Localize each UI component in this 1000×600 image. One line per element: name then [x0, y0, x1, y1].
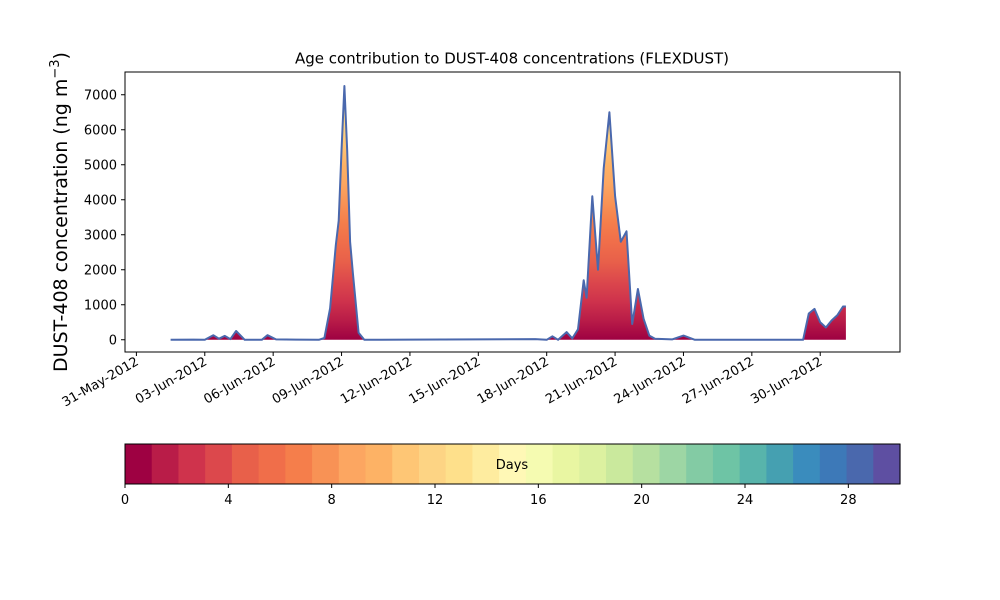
colorbar-tick-label: 0: [121, 493, 129, 508]
colorbar-tick-label: 24: [737, 493, 754, 508]
colorbar-cell: [338, 444, 367, 484]
y-axis-label: DUST-408 concentration (ng m−3): [48, 52, 72, 372]
colorbar-tick-label: 28: [840, 493, 857, 508]
colorbar-cell: [579, 444, 607, 484]
y-tick-label: 2000: [84, 263, 117, 278]
colorbar-cell: [606, 444, 634, 484]
area-layer: [170, 85, 846, 341]
colorbar-cell: [125, 444, 153, 484]
colorbar-cell: [793, 444, 821, 484]
colorbar-cell: [392, 444, 420, 484]
x-axis: 31-May-201203-Jun-201206-Jun-201209-Jun-…: [60, 352, 825, 410]
colorbar-tick-label: 4: [224, 493, 232, 508]
y-tick-label: 4000: [84, 193, 117, 208]
x-tick-label: 06-Jun-2012: [201, 354, 278, 407]
x-tick-label: 24-Jun-2012: [612, 354, 689, 407]
y-tick-label: 0: [109, 333, 117, 348]
colorbar-cell: [712, 444, 741, 484]
plot-area: 0 1000 2000 3000 4000 5000 6000 7000 31-May-201…: [60, 71, 901, 410]
colorbar-cell: [365, 444, 393, 484]
colorbar-tick-label: 12: [427, 493, 444, 508]
colorbar-cell: [766, 444, 794, 484]
colorbar-tick-label: 20: [633, 493, 650, 508]
colorbar-ticks: 0 4 8 12 16 20 24 28: [121, 484, 857, 508]
x-tick-label: 21-Jun-2012: [543, 354, 620, 407]
colorbar: Days 0 4 8 12 16 20 24 28: [121, 443, 901, 508]
colorbar-cell: [739, 444, 767, 484]
colorbar-cell: [445, 444, 474, 484]
y-tick-label: 7000: [84, 88, 117, 103]
x-tick-label: 30-Jun-2012: [748, 354, 825, 407]
colorbar-cell: [659, 444, 687, 484]
colorbar-cells: [125, 444, 901, 484]
y-axis: 0 1000 2000 3000 4000 5000 6000 7000: [84, 88, 125, 348]
colorbar-cell: [819, 444, 848, 484]
colorbar-cell: [632, 444, 661, 484]
chart-title: Age contribution to DUST-408 concentrati…: [295, 50, 729, 68]
colorbar-tick-label: 16: [530, 493, 547, 508]
colorbar-cell: [178, 444, 206, 484]
x-tick-label: 15-Jun-2012: [406, 354, 483, 407]
colorbar-frame: [124, 443, 901, 485]
colorbar-cell: [285, 444, 313, 484]
colorbar-cell: [686, 444, 714, 484]
plot-frame: [124, 71, 901, 353]
x-tick-label: 27-Jun-2012: [680, 354, 757, 407]
colorbar-cell: [418, 444, 447, 484]
colorbar-tick-label: 8: [328, 493, 336, 508]
colorbar-cell: [552, 444, 580, 484]
colorbar-cell: [312, 444, 340, 484]
colorbar-cell: [231, 444, 260, 484]
y-tick-label: 6000: [84, 123, 117, 138]
total-concentration-line: [170, 85, 846, 341]
x-tick-label: 03-Jun-2012: [133, 354, 210, 407]
colorbar-cell: [258, 444, 286, 484]
x-tick-label: 09-Jun-2012: [270, 354, 347, 407]
x-tick-label: 18-Jun-2012: [475, 354, 552, 407]
colorbar-cell: [205, 444, 233, 484]
colorbar-cell: [472, 444, 500, 484]
colorbar-cell: [525, 444, 554, 484]
colorbar-cell: [873, 444, 901, 484]
colorbar-cell: [151, 444, 180, 484]
colorbar-label: Days: [496, 458, 529, 473]
colorbar-cell: [499, 444, 527, 484]
colorbar-cell: [846, 444, 874, 484]
y-tick-label: 3000: [84, 228, 117, 243]
age-stacked-area: [170, 86, 846, 340]
x-tick-label: 12-Jun-2012: [338, 354, 415, 407]
y-tick-label: 5000: [84, 158, 117, 173]
y-tick-label: 1000: [84, 298, 117, 313]
